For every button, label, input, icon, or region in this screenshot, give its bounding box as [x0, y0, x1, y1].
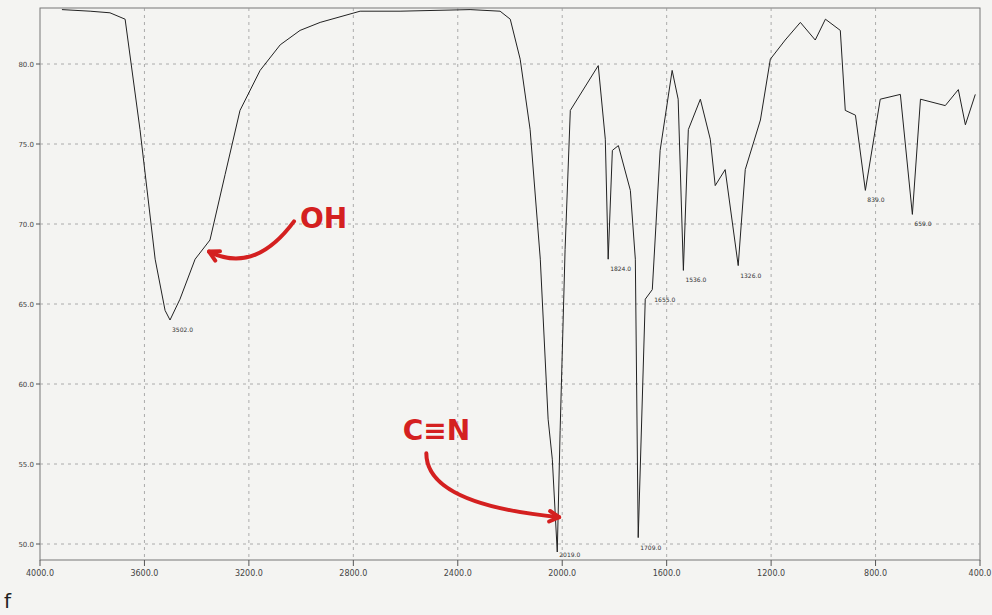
tick [36, 384, 40, 385]
grid-line [40, 64, 980, 65]
peak-label: 3502.0 [172, 326, 193, 333]
background [0, 0, 992, 615]
plot-area [62, 10, 975, 552]
grid-line [40, 464, 980, 465]
y-tick-label: 55.0 [18, 461, 34, 469]
annotation: C≡N [403, 414, 470, 447]
tick [771, 560, 772, 566]
annotation-arrowhead [209, 251, 220, 260]
x-tick-label: 2000.0 [548, 569, 576, 578]
y-tick-label: 65.0 [18, 301, 34, 309]
grid-line [666, 8, 667, 560]
y-tick-label: 80.0 [18, 61, 34, 69]
tick [248, 560, 249, 566]
grid-line [353, 8, 354, 560]
x-tick-label: 800.0 [864, 569, 887, 578]
tick [144, 560, 145, 566]
grid-line [40, 144, 980, 145]
tick [353, 560, 354, 566]
x-tick-label: 2400.0 [444, 569, 472, 578]
peak-label: 1709.0 [640, 544, 661, 551]
tick [666, 560, 667, 566]
annotation: OH [300, 202, 347, 235]
peak-label: 2019.0 [559, 551, 580, 558]
annotation-arrow [426, 453, 559, 517]
annotation-arrowhead [549, 511, 559, 521]
spectrum-line [62, 10, 975, 552]
grid-line [771, 8, 772, 560]
grid-line [875, 8, 876, 560]
peak-label: 1824.0 [610, 265, 631, 272]
grid-line [248, 8, 249, 560]
tick [40, 560, 41, 566]
grid-line [40, 544, 980, 545]
y-tick-label: 70.0 [18, 221, 34, 229]
x-tick-label: 3600.0 [130, 569, 158, 578]
grid-line [40, 384, 980, 385]
peak-label: 1655.0 [654, 296, 675, 303]
grid-line [40, 224, 980, 225]
tick [36, 464, 40, 465]
x-tick-label: 4000.0 [26, 569, 54, 578]
y-tick-label: 75.0 [18, 141, 34, 149]
grid-line [144, 8, 145, 560]
tick [36, 304, 40, 305]
y-tick-label: 60.0 [18, 381, 34, 389]
x-tick-label: 2800.0 [339, 569, 367, 578]
plot-frame [40, 8, 980, 560]
chart: 4000.0 3600.0 3200.0 2800.0 2400.0 2000.0 1600… [0, 0, 992, 615]
peak-label: 839.0 [867, 196, 884, 203]
tick [36, 64, 40, 65]
tick [36, 224, 40, 225]
tick [980, 560, 981, 566]
peak-label: 1536.0 [685, 276, 706, 283]
tick [36, 544, 40, 545]
x-tick-label: 400.0 [969, 569, 992, 578]
x-tick-label: 1200.0 [757, 569, 785, 578]
tick [562, 560, 563, 566]
grid-line [562, 8, 563, 560]
x-tick-label: 1600.0 [653, 569, 681, 578]
annotation-arrow [209, 221, 294, 258]
y-tick-label: 50.0 [18, 541, 34, 549]
grid-line [40, 304, 980, 305]
peak-label: 1326.0 [740, 272, 761, 279]
tick [36, 144, 40, 145]
peak-label: 659.0 [914, 220, 931, 227]
panel-label: f [4, 589, 12, 613]
x-tick-label: 3200.0 [235, 569, 263, 578]
grid-line [457, 8, 458, 560]
tick [875, 560, 876, 566]
tick [457, 560, 458, 566]
